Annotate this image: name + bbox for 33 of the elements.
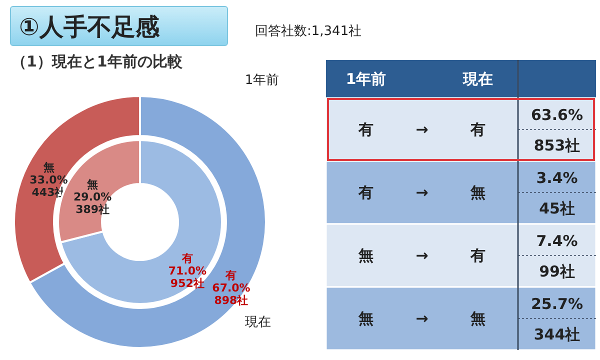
slice-label: 無 — [86, 178, 98, 192]
text: 1年前 — [346, 70, 386, 88]
text: 無 — [470, 184, 486, 202]
text: → — [416, 120, 428, 138]
text: 有 — [470, 246, 486, 264]
text: 7.4% — [536, 232, 578, 250]
slice-label: 現在 — [245, 315, 271, 330]
chart-title: ①人手不足感 — [10, 6, 228, 46]
data-label: 71.0% 952社 — [168, 264, 206, 290]
slice-label: 有 — [180, 252, 193, 265]
text: 3.4% — [536, 168, 578, 187]
text: 無 — [358, 246, 374, 264]
text: 無 — [358, 310, 374, 328]
text: 無 — [470, 310, 486, 328]
text: 有 — [470, 120, 486, 138]
text: → — [416, 246, 428, 264]
data-label: 29.0% 389社 — [74, 190, 112, 216]
text: 有 — [358, 184, 374, 202]
text: 344社 — [534, 325, 580, 344]
text: 25.7% — [530, 294, 584, 313]
slice-label: 有 — [224, 268, 237, 282]
text: 回答社数:1,341社 — [255, 23, 362, 40]
text: 有 — [358, 120, 374, 138]
slice-label: 1年前 — [244, 73, 280, 88]
text: 853社 — [534, 136, 580, 154]
text: → — [416, 310, 428, 328]
text: 63.6% — [530, 106, 584, 124]
slice-label: 無 — [42, 161, 54, 174]
text: 99社 — [539, 262, 575, 280]
text: 45社 — [539, 199, 575, 218]
chart-subtitle: （1）現在と1年前の比較 — [12, 52, 184, 70]
text: 現在 — [462, 70, 493, 88]
text: → — [416, 184, 428, 202]
